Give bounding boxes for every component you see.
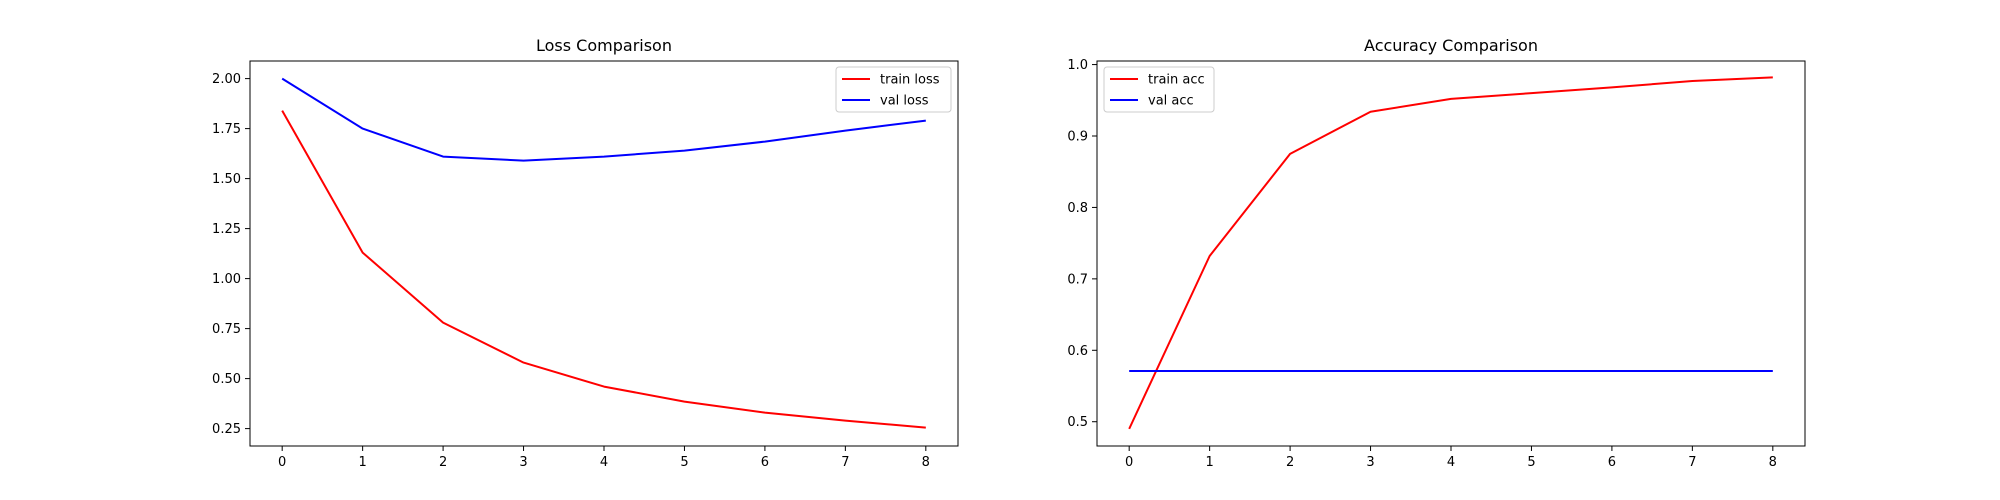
x-tick-label: 5	[680, 455, 688, 470]
y-tick-label: 0.50	[212, 372, 241, 387]
x-tick-label: 5	[1527, 455, 1535, 470]
y-tick-label: 0.8	[1067, 201, 1088, 216]
chart-title: Loss Comparison	[536, 36, 672, 55]
y-tick-label: 1.25	[212, 222, 241, 237]
x-tick-label: 6	[761, 455, 769, 470]
series-line-train-acc	[1128, 76, 1773, 430]
y-tick-label: 0.25	[212, 422, 241, 437]
x-tick-label: 4	[600, 455, 608, 470]
x-tick-label: 0	[278, 455, 286, 470]
y-tick-label: 1.0	[1067, 58, 1088, 73]
x-tick-label: 0	[1125, 455, 1133, 470]
x-tick-label: 3	[1366, 455, 1374, 470]
legend-label-train-loss: train loss	[880, 73, 940, 88]
axes-frame	[1096, 60, 1806, 447]
y-tick-label: 0.75	[212, 322, 241, 337]
x-tick-label: 8	[922, 455, 930, 470]
y-tick-label: 0.6	[1067, 344, 1088, 359]
legend: train acc val acc	[1103, 66, 1215, 113]
x-tick-label: 2	[1286, 455, 1294, 470]
y-tick-label: 0.5	[1067, 415, 1088, 430]
legend: train loss val loss	[835, 66, 952, 113]
series-line-val-loss	[281, 77, 926, 162]
axes-frame	[249, 60, 959, 447]
x-tick-label: 8	[1769, 455, 1777, 470]
legend-label-train-acc: train acc	[1148, 73, 1205, 88]
x-tick-label: 6	[1608, 455, 1616, 470]
y-tick-label: 1.75	[212, 122, 241, 137]
y-tick-label: 2.00	[212, 72, 241, 87]
legend-label-val-acc: val acc	[1148, 94, 1194, 109]
x-tick-label: 1	[1205, 455, 1213, 470]
y-tick-label: 0.9	[1067, 130, 1088, 145]
x-tick-label: 1	[358, 455, 366, 470]
x-tick-label: 7	[1688, 455, 1696, 470]
legend-label-val-loss: val loss	[880, 94, 929, 109]
x-tick-label: 7	[841, 455, 849, 470]
y-tick-label: 1.00	[212, 272, 241, 287]
x-tick-label: 2	[439, 455, 447, 470]
x-tick-label: 4	[1447, 455, 1455, 470]
y-tick-label: 0.7	[1067, 272, 1088, 287]
chart-panel-1: Loss Comparison 0 1 2 3 4 5 6 7 8 0.25 0.50 0.75 1.00…	[212, 36, 959, 470]
y-tick-label: 1.50	[212, 172, 241, 187]
x-tick-label: 3	[519, 455, 527, 470]
chart-panel-2: Accuracy Comparison 0 1 2 3 4 5 6 7 8 0.5 0.6 0.7 0.8…	[1067, 36, 1806, 470]
chart-title: Accuracy Comparison	[1364, 36, 1538, 55]
series-line-train-loss	[281, 110, 926, 429]
